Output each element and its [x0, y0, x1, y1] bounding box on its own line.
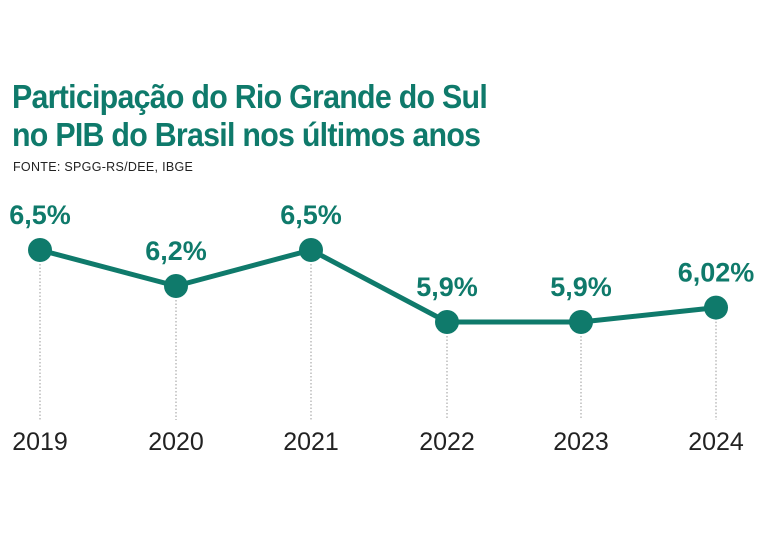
data-label: 6,2% [145, 236, 207, 266]
data-label: 5,9% [550, 272, 612, 302]
data-label: 5,9% [416, 272, 478, 302]
data-label: 6,02% [678, 258, 755, 288]
data-point [28, 238, 52, 262]
data-point [569, 310, 593, 334]
data-point [704, 295, 728, 320]
x-tick-label: 2021 [283, 428, 339, 456]
x-tick-label: 2022 [419, 428, 475, 456]
x-tick-label: 2019 [12, 428, 68, 456]
data-point [164, 274, 188, 298]
data-point [299, 238, 323, 262]
source-note: FONTE: SPGG-RS/DEE, IBGE [13, 160, 194, 174]
data-point [435, 310, 459, 334]
x-tick-label: 2020 [148, 428, 204, 456]
series-line [39, 247, 717, 325]
x-tick-label: 2023 [553, 428, 609, 456]
data-label: 6,5% [280, 200, 342, 230]
title-line-2: no PIB do Brasil nos últimos anos [12, 116, 481, 153]
title-line-1: Participação do Rio Grande do Sul [12, 78, 488, 115]
data-label: 6,5% [9, 200, 71, 230]
x-tick-label: 2024 [688, 428, 744, 456]
chart-title: Participação do Rio Grande do Sul no PIB… [12, 78, 488, 154]
